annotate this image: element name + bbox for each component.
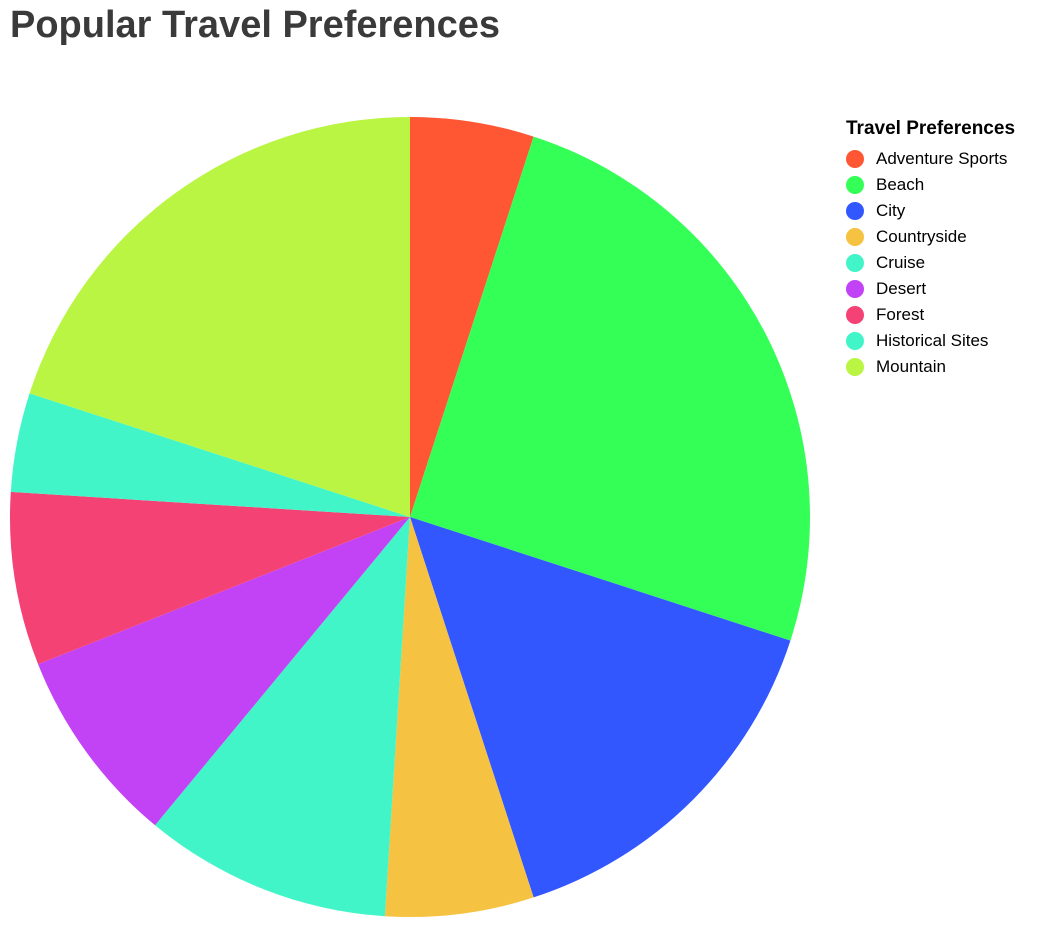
legend-item-forest: Forest — [846, 302, 1015, 328]
legend-item-mountain: Mountain — [846, 354, 1015, 380]
legend-swatch — [846, 358, 864, 376]
legend-label: Countryside — [876, 227, 967, 246]
legend-swatch — [846, 254, 864, 272]
chart-title: Popular Travel Preferences — [10, 4, 501, 46]
legend-label: Cruise — [876, 253, 926, 272]
pie-slice-forest — [10, 491, 410, 665]
legend-label: Forest — [876, 305, 925, 324]
legend-item-cruise: Cruise — [846, 250, 1015, 276]
legend-label: Beach — [876, 175, 925, 194]
legend-label: Desert — [876, 279, 927, 298]
pie-slice-countryside — [384, 517, 534, 917]
pie-chart — [10, 117, 810, 917]
pie-slice-mountain — [29, 117, 411, 517]
legend-swatch — [846, 306, 864, 324]
legend-title: Travel Preferences — [846, 118, 1016, 139]
pie-slice-cruise — [155, 517, 410, 917]
pie-slice-adventure-sports — [410, 117, 534, 517]
pie-slice-city — [410, 517, 791, 898]
legend-swatch — [846, 332, 864, 350]
legend-swatch — [846, 150, 864, 168]
legend-swatch — [846, 202, 864, 220]
legend-swatch — [846, 176, 864, 194]
legend-label: Mountain — [876, 357, 946, 376]
legend-label: City — [876, 201, 906, 220]
legend-item-desert: Desert — [846, 276, 1015, 302]
legend-items: Adventure Sports Beach City Countryside Crui… — [846, 146, 1015, 380]
pie-slice-historical-sites — [10, 393, 410, 517]
legend-swatch — [846, 280, 864, 298]
pie-slice-beach — [410, 136, 810, 641]
legend-item-beach: Beach — [846, 172, 1015, 198]
legend: Travel Preferences Adventure Sports Beach… — [846, 118, 1015, 380]
legend-label: Adventure Sports — [876, 149, 1008, 168]
legend-item-adventure-sports: Adventure Sports — [846, 146, 1015, 172]
legend-item-countryside: Countryside — [846, 224, 1015, 250]
legend-item-city: City — [846, 198, 1015, 224]
legend-swatch — [846, 228, 864, 246]
legend-item-historical-sites: Historical Sites — [846, 328, 1015, 354]
legend-label: Historical Sites — [876, 331, 989, 350]
pie-slice-desert — [38, 517, 411, 826]
